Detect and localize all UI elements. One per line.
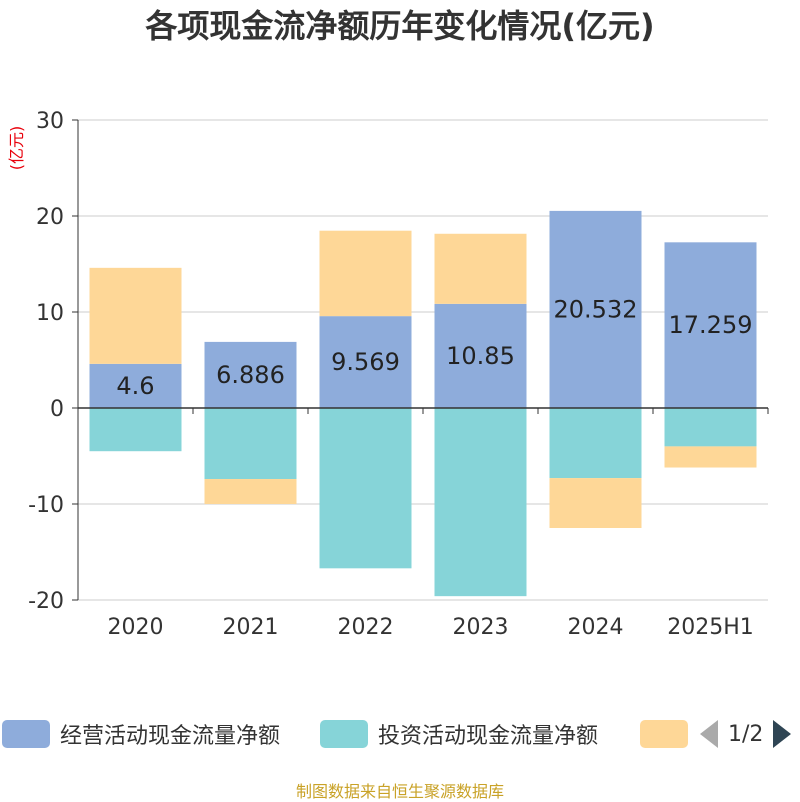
y-tick-label: 30 — [36, 109, 64, 134]
bar-1-2020 — [89, 408, 182, 452]
axes: -20 -10 0 10 20 30 2020 2021 2022 2023 2024 2025H1 — [28, 109, 769, 640]
bar-2-2023 — [434, 233, 527, 304]
bar-1-2024 — [549, 408, 642, 479]
bar-1-2022 — [319, 408, 412, 569]
bar-2-2024 — [549, 478, 642, 528]
bars — [89, 210, 757, 597]
legend-item-investing[interactable]: 投资活动现金流量净额 — [320, 716, 598, 752]
legend: 经营活动现金流量净额 投资活动现金流量净额 1/2 — [0, 716, 800, 756]
x-tick-label: 2022 — [338, 615, 394, 640]
bar-2-2020 — [89, 267, 182, 364]
data-label: 9.569 — [331, 348, 400, 376]
y-axis-label: (亿元) — [7, 126, 26, 171]
bar-2-2025H1 — [664, 446, 757, 468]
data-source-note: 制图数据来自恒生聚源数据库 — [295, 782, 504, 801]
legend-swatch-investing — [320, 720, 368, 748]
x-tick-label: 2024 — [568, 615, 624, 640]
legend-swatch-operating — [2, 720, 50, 748]
legend-item-financing[interactable] — [640, 716, 688, 752]
y-tick-label: 10 — [36, 301, 64, 326]
legend-pager: 1/2 — [700, 716, 792, 752]
y-tick-label: -20 — [28, 589, 64, 614]
gridlines — [78, 119, 768, 601]
bar-0-2021 — [204, 341, 297, 408]
x-tick-label: 2023 — [453, 615, 509, 640]
legend-item-operating[interactable]: 经营活动现金流量净额 — [2, 716, 280, 752]
bar-0-2023 — [434, 303, 527, 408]
legend-page-indicator: 1/2 — [728, 721, 764, 747]
legend-label-investing: 投资活动现金流量净额 — [378, 724, 599, 749]
legend-swatch-financing — [640, 720, 688, 748]
x-tick-label: 2021 — [223, 615, 279, 640]
x-tick-label: 2025H1 — [667, 615, 754, 640]
bar-0-2022 — [319, 316, 412, 408]
y-tick-label: -10 — [28, 493, 64, 518]
data-label: 17.259 — [669, 311, 753, 339]
data-label: 10.85 — [446, 342, 515, 370]
bar-2-2022 — [319, 230, 412, 317]
bar-0-2020 — [89, 363, 182, 408]
bar-0-2024 — [549, 210, 642, 408]
data-label: 20.532 — [554, 295, 638, 323]
bar-1-2023 — [434, 408, 527, 597]
y-tick-label: 0 — [50, 397, 64, 422]
bar-1-2025H1 — [664, 408, 757, 447]
bar-1-2021 — [204, 408, 297, 480]
data-label: 4.6 — [116, 372, 154, 400]
legend-label-operating: 经营活动现金流量净额 — [60, 724, 281, 749]
bar-0-2025H1 — [664, 242, 757, 408]
data-label: 6.886 — [216, 361, 285, 389]
data-labels: 4.6 6.886 9.569 10.85 20.532 17.259 — [116, 295, 752, 399]
legend-next-icon[interactable] — [773, 720, 792, 748]
chart-title: 各项现金流净额历年变化情况(亿元) — [145, 7, 655, 45]
x-tick-label: 2020 — [108, 615, 164, 640]
bar-2-2021 — [204, 479, 297, 504]
y-tick-label: 20 — [36, 205, 64, 230]
legend-prev-icon[interactable] — [700, 720, 718, 748]
